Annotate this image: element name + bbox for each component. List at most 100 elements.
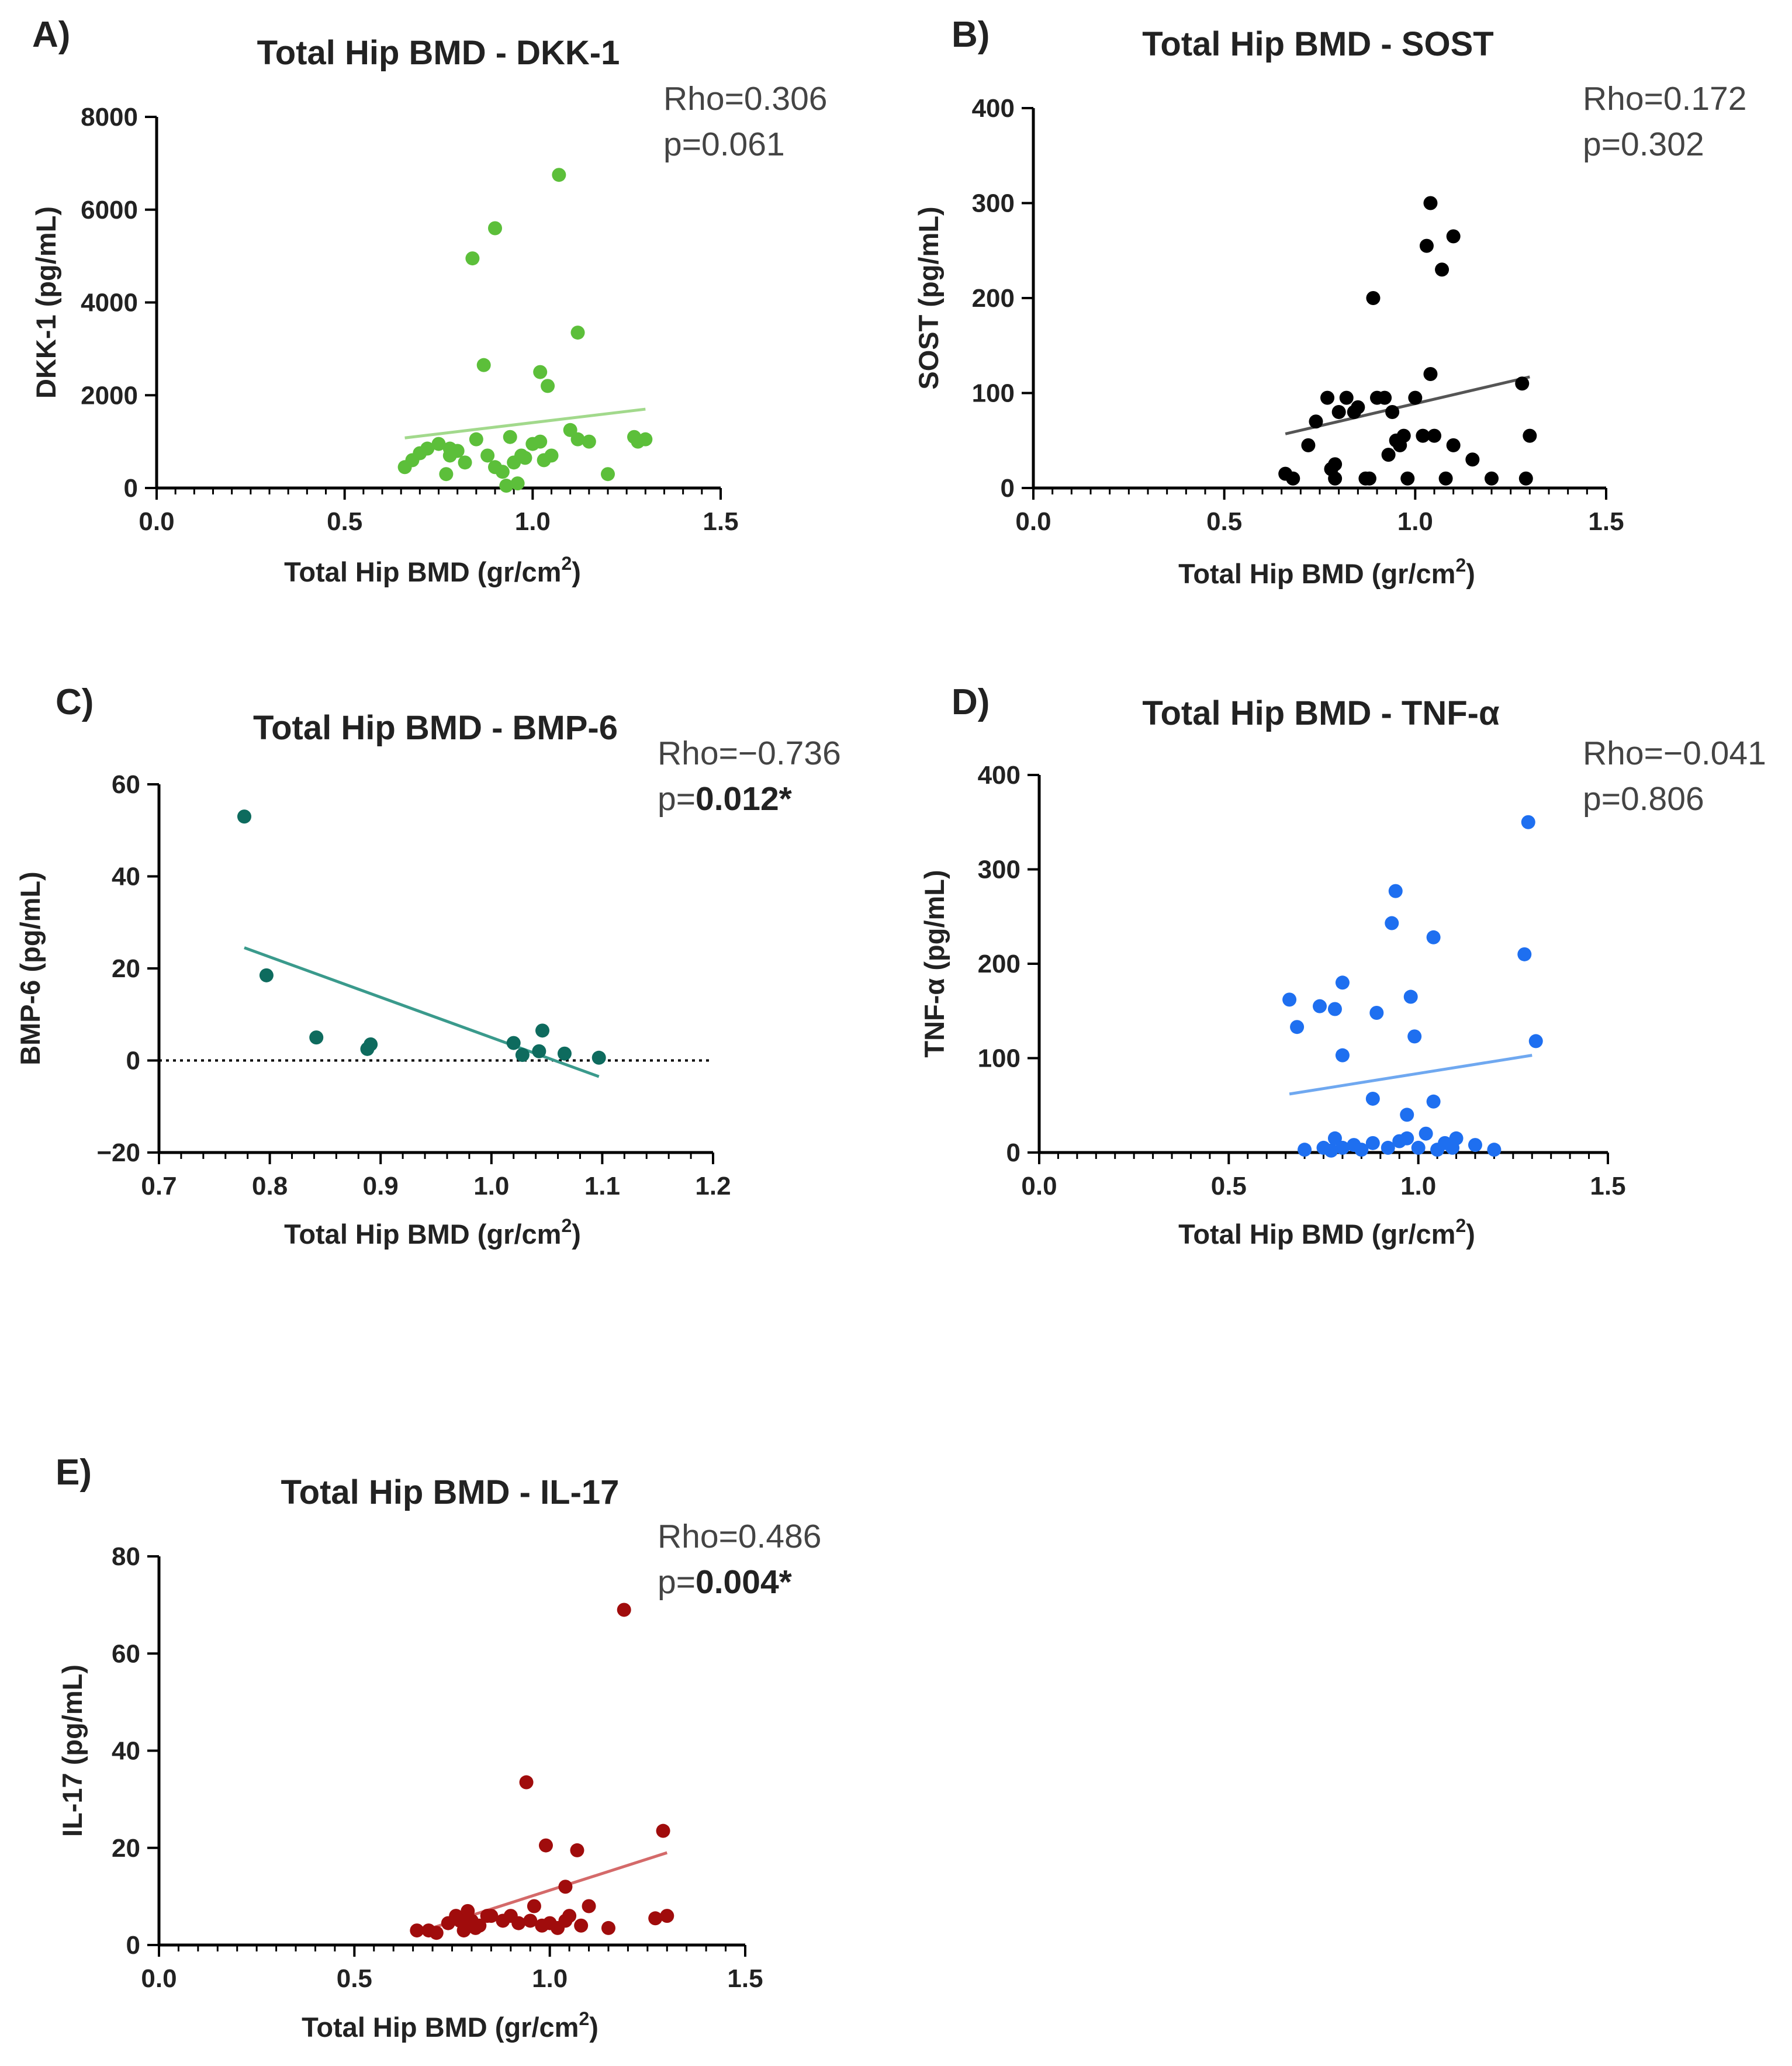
data-point — [563, 423, 577, 437]
chart-panel-3: C) Total Hip BMD - BMP-6 Rho=−0.736 p=0.012… — [15, 682, 841, 1250]
data-point — [1515, 376, 1530, 391]
data-point — [1438, 471, 1453, 486]
y-axis-label: DKK-1 (pg/mL) — [30, 206, 61, 399]
data-point — [1381, 1140, 1395, 1155]
p-value-label: p=0.302 — [1583, 126, 1704, 163]
data-point — [237, 809, 251, 824]
data-point — [1528, 1034, 1543, 1048]
data-point — [429, 1926, 444, 1940]
data-point — [1487, 1143, 1502, 1157]
data-point — [1381, 448, 1396, 462]
x-tick-label: 0.5 — [1211, 1172, 1247, 1200]
data-point — [1313, 999, 1327, 1013]
x-tick-label: 0.5 — [327, 507, 362, 536]
x-tick-label: 0.0 — [141, 1964, 177, 1993]
data-point — [468, 1920, 483, 1935]
data-point — [535, 1023, 550, 1038]
data-point — [574, 1918, 589, 1933]
data-point — [656, 1823, 670, 1838]
panel-label: D) — [952, 682, 990, 722]
data-point — [1331, 405, 1346, 419]
data-point — [1416, 428, 1430, 443]
y-tick-label: 0 — [126, 1047, 140, 1075]
data-point — [511, 1916, 526, 1930]
x-axis-label: Total Hip BMD (gr/cm2) — [284, 553, 581, 587]
data-point — [1435, 262, 1449, 277]
data-point — [1403, 989, 1418, 1004]
data-point — [1396, 428, 1411, 443]
p-value-label: p=0.061 — [663, 126, 785, 163]
x-tick-label: 1.0 — [532, 1964, 568, 1993]
y-tick-label: 80 — [112, 1542, 140, 1571]
y-tick-label: 200 — [972, 284, 1015, 313]
data-point — [557, 1046, 572, 1061]
x-tick-label: 0.9 — [363, 1172, 399, 1200]
data-point — [544, 448, 559, 463]
data-point — [1369, 1005, 1384, 1020]
data-point — [495, 465, 510, 479]
data-point — [1400, 1131, 1414, 1146]
data-point — [1378, 390, 1392, 405]
data-point — [410, 1923, 424, 1938]
data-point — [1388, 884, 1403, 898]
y-tick-label: 40 — [112, 863, 140, 891]
regression-line — [404, 407, 646, 439]
data-point — [1320, 390, 1335, 405]
data-point — [660, 1909, 674, 1923]
chart-title: Total Hip BMD - SOST — [1142, 25, 1493, 63]
data-point — [1407, 1029, 1422, 1044]
p-value-label: p=0.004* — [658, 1563, 793, 1601]
data-point — [1518, 471, 1533, 486]
data-point — [1408, 390, 1423, 405]
data-point — [527, 1899, 541, 1913]
panel-label: E) — [56, 1452, 92, 1493]
y-tick-label: 0 — [126, 1931, 140, 1960]
data-point — [1366, 291, 1381, 305]
x-tick-label: 0.0 — [1021, 1172, 1057, 1200]
data-point — [1365, 1136, 1380, 1150]
data-point — [484, 1909, 499, 1923]
data-point — [259, 968, 274, 982]
rho-label: Rho=0.172 — [1583, 80, 1747, 117]
data-point — [519, 1775, 534, 1790]
data-point — [431, 437, 446, 451]
data-point — [631, 434, 645, 449]
regression-line — [244, 946, 600, 1078]
y-tick-label: 300 — [972, 189, 1015, 218]
chart-panel-2: B) Total Hip BMD - SOST Rho=0.172 p=0.302 0.… — [913, 15, 1747, 589]
rho-label: Rho=0.486 — [658, 1518, 822, 1555]
y-tick-label: 200 — [978, 950, 1020, 978]
chart-panel-4: D) Total Hip BMD - TNF-α Rho=−0.041 p=0.806… — [919, 682, 1766, 1250]
data-point — [538, 1838, 553, 1853]
data-point — [364, 1037, 378, 1051]
rho-label: Rho=−0.041 — [1583, 735, 1766, 772]
y-tick-label: 40 — [112, 1737, 140, 1766]
y-tick-label: 2000 — [81, 381, 138, 410]
data-point — [541, 379, 555, 393]
data-point — [1427, 428, 1441, 443]
data-point — [1339, 390, 1354, 405]
y-axis-label: SOST (pg/mL) — [913, 206, 944, 389]
data-point — [452, 1913, 467, 1928]
data-point — [1358, 471, 1373, 486]
data-point — [570, 432, 585, 447]
data-point — [1335, 1048, 1350, 1063]
data-point — [1282, 992, 1297, 1007]
data-point — [1324, 1143, 1338, 1158]
x-axis-label: Total Hip BMD (gr/cm2) — [302, 2008, 599, 2043]
chart-title: Total Hip BMD - IL-17 — [281, 1473, 620, 1511]
x-tick-label: 1.2 — [695, 1172, 731, 1200]
data-point — [601, 467, 615, 482]
data-point — [533, 365, 548, 379]
x-tick-label: 0.8 — [252, 1172, 288, 1200]
data-point — [533, 434, 548, 449]
data-point — [1328, 457, 1343, 472]
y-tick-label: 0 — [124, 474, 138, 503]
data-point — [532, 1044, 546, 1058]
x-tick-label: 1.5 — [703, 507, 738, 536]
data-point — [1419, 1126, 1433, 1141]
data-point — [582, 434, 596, 449]
panel-label: C) — [56, 682, 94, 722]
data-point — [1335, 1140, 1350, 1155]
